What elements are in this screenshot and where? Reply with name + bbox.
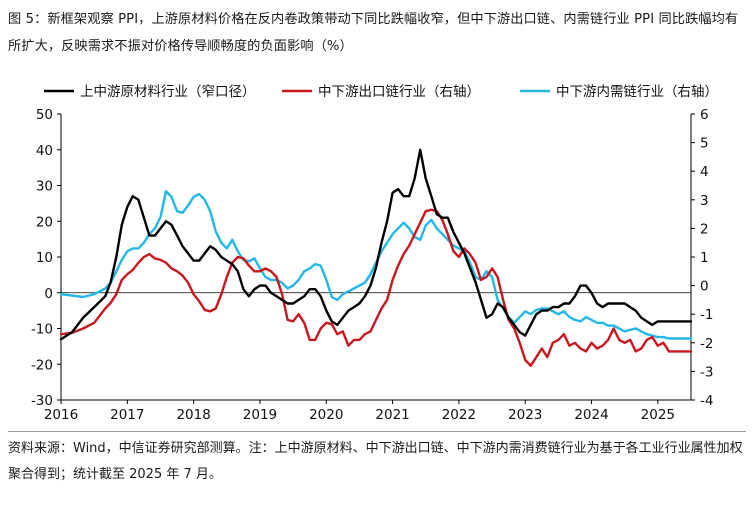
- x-tick-label: 2022: [442, 407, 476, 423]
- y-left-tick-label: 10: [36, 250, 53, 266]
- y-right-tick-label: 6: [700, 107, 709, 123]
- legend-label-3: 中下游内需链行业（右轴）: [556, 84, 718, 100]
- figure-caption: 图 5：新框架观察 PPI，上游原材料价格在反内卷政策带动下同比跌幅收窄，但中下…: [8, 12, 739, 54]
- x-tick-label: 2021: [375, 407, 409, 423]
- y-right-tick-label: 2: [700, 221, 709, 237]
- y-right-tick-label: 5: [700, 136, 709, 152]
- y-right-tick-label: 3: [700, 193, 709, 209]
- divider-top: [8, 431, 746, 432]
- y-right-tick-label: -3: [700, 364, 713, 380]
- x-tick-label: 2020: [309, 407, 343, 423]
- y-left-tick-label: -20: [31, 357, 53, 373]
- y-left-tick-label: 0: [44, 286, 53, 302]
- y-left-tick-label: 50: [36, 107, 53, 123]
- x-tick-label: 2016: [44, 407, 78, 423]
- x-tick-label: 2025: [641, 407, 675, 423]
- chart-series: [59, 148, 693, 367]
- x-tick-label: 2018: [176, 407, 210, 423]
- y-right-tick-label: -2: [700, 336, 713, 352]
- x-tick-label: 2024: [574, 407, 608, 423]
- x-tick-label: 2017: [110, 407, 144, 423]
- y-right-tick-label: 1: [700, 250, 709, 266]
- y-right-tick-label: 0: [700, 279, 709, 295]
- y-left-tick-label: 30: [36, 179, 53, 195]
- y-left-tick-label: -30: [31, 393, 53, 409]
- y-left-tick-label: 20: [36, 214, 53, 230]
- y-right-tick-label: -1: [700, 307, 713, 323]
- legend-label-1: 上中游原材料行业（窄口径）: [80, 83, 256, 100]
- y-left-tick-label: 40: [36, 143, 53, 159]
- source-note: 资料来源：Wind，中信证券研究部测算。注：上中游原材料、中下游出口链、中下游内…: [8, 441, 743, 482]
- legend-label-2: 中下游出口链行业（右轴）: [318, 84, 480, 100]
- y-right-tick-label: -4: [700, 393, 713, 409]
- series-line-1: [59, 148, 693, 341]
- x-tick-label: 2023: [508, 407, 542, 423]
- y-left-tick-label: -10: [31, 322, 53, 338]
- series-line-2: [59, 208, 693, 367]
- x-tick-label: 2019: [243, 407, 277, 423]
- chart-legend: 上中游原材料行业（窄口径） 中下游出口链行业（右轴） 中下游内需链行业（右轴）: [44, 83, 718, 100]
- y-right-tick-label: 4: [700, 164, 709, 180]
